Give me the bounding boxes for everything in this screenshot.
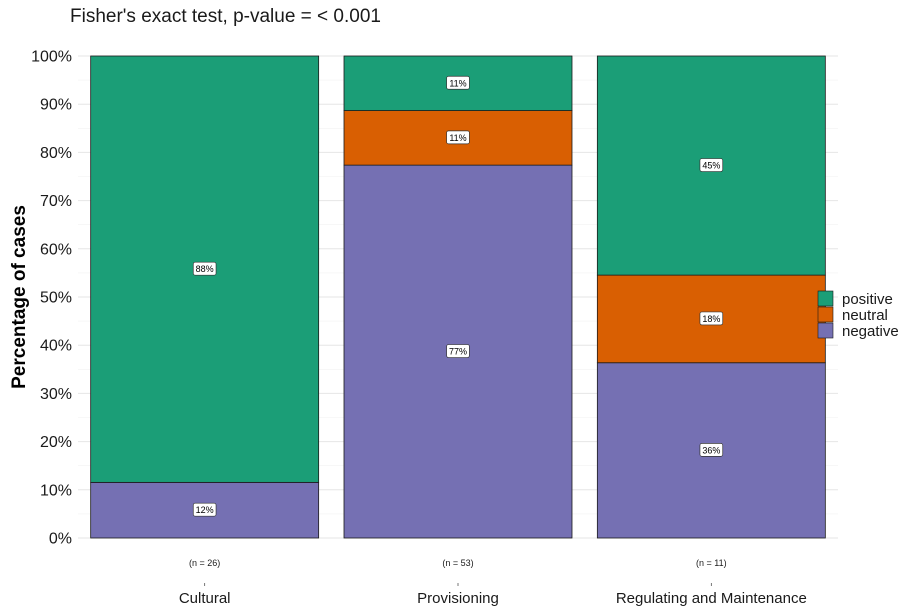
segment-label-box [192,502,217,517]
y-tick-label: 20% [40,434,72,451]
segment-label: 77% [446,344,470,358]
legend-item-positive: positive [817,290,893,308]
legend-label: neutral [842,307,888,324]
segment-label-box [192,261,217,276]
y-axis-label: Percentage of cases [9,205,30,389]
segment-label: 11% [446,130,470,145]
segment-labels: 12% 88% 77% 11% 11% 36% 18% 45% [192,75,724,517]
count-label: (n = 53) [442,558,473,568]
legend-label: positive [842,291,893,308]
segment-label-text: 88% [196,264,214,274]
segment-label: 45% [699,158,724,172]
y-tick-label: 0% [49,531,72,548]
count-label: (n = 11) [696,558,727,568]
y-axis: 0% 10% 20% 30% 40% 50% 60% 70% 80% 90% 100% [31,49,72,548]
segment-label: 36% [699,443,724,457]
segment-label-box [699,443,724,457]
segment-label-box [446,344,470,358]
y-tick-label: 60% [40,241,72,258]
segment-label-text: 77% [449,347,467,357]
legend-item-neutral: neutral [817,306,888,324]
x-tick-label: Provisioning [417,590,499,607]
segment-label-text: 11% [449,78,466,88]
y-tick-label: 40% [40,338,72,355]
segment-label: 12% [192,502,217,517]
legend-swatch [817,306,834,323]
bars [90,55,826,539]
segment-label-box [446,75,470,90]
segment-label-box [699,158,724,172]
segment-label: 18% [699,311,724,326]
segment-label: 88% [192,261,217,276]
y-tick-label: 100% [31,49,72,66]
y-tick-label: 70% [40,193,72,210]
segment-label-box [446,130,470,145]
y-tick-label: 50% [40,290,72,307]
segment-label: 11% [446,75,470,90]
legend-item-negative: negative [817,322,899,340]
x-tick-label: Regulating and Maintenance [616,590,807,607]
legend-label: negative [842,323,899,340]
y-tick-label: 90% [40,97,72,114]
legend-swatch [817,322,834,339]
x-axis: (n = 26) Cultural (n = 53) Provisioning (n =… [179,558,807,607]
segment-label-text: 36% [702,445,720,455]
bar-segment-negative [596,362,826,539]
segment-label-text: 18% [702,314,720,324]
segment-label-text: 11% [449,133,466,143]
segment-label-text: 45% [702,161,720,171]
y-tick-label: 30% [40,386,72,403]
count-label: (n = 26) [189,558,220,568]
y-tick-label: 10% [40,482,72,499]
legend-swatch [817,290,834,307]
segment-label-text: 12% [196,505,214,515]
segment-label-box [699,311,724,326]
y-tick-label: 80% [40,145,72,162]
chart-title: Fisher's exact test, p-value = < 0.001 [70,6,381,27]
x-tick-label: Cultural [179,590,231,607]
